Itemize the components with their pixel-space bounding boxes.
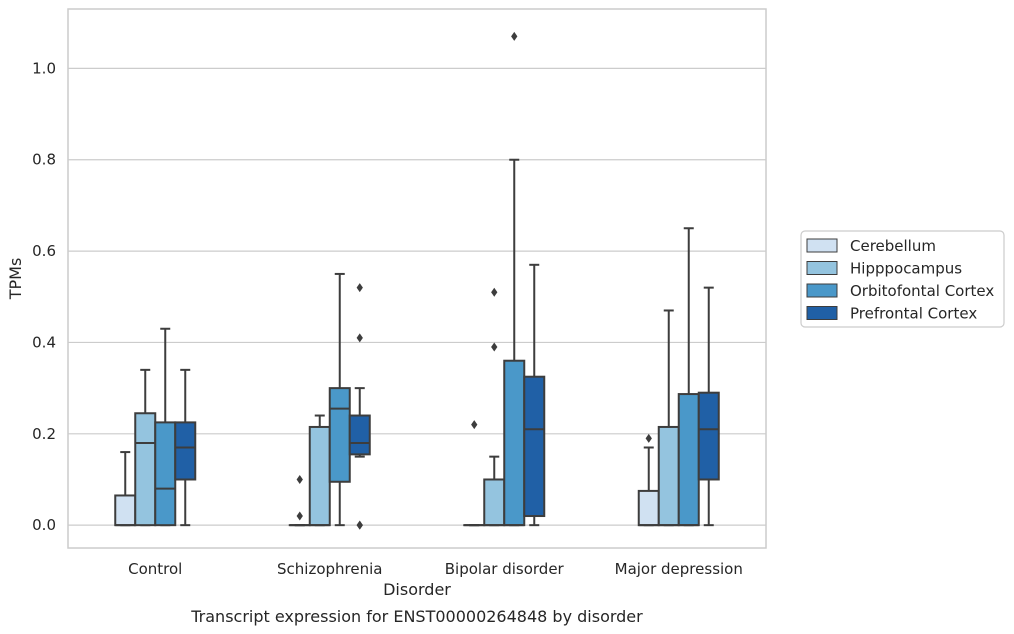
box-plot-box xyxy=(657,309,680,527)
box-plot-box xyxy=(348,283,371,530)
legend-swatch xyxy=(806,306,838,320)
box-body xyxy=(503,359,526,527)
box-body xyxy=(483,478,506,527)
y-tick-label: 0.2 xyxy=(32,425,56,443)
box-plot-box xyxy=(174,368,197,527)
legend-swatch xyxy=(806,238,838,253)
box-plot-box xyxy=(697,286,720,527)
outlier-marker xyxy=(491,342,498,352)
outlier-marker xyxy=(645,433,652,443)
legend-label: Cerebellum xyxy=(850,237,936,255)
box-plot-box xyxy=(328,272,351,527)
box-plot-box xyxy=(114,451,137,527)
legend-frame xyxy=(800,230,1005,328)
x-tick-label: Major depression xyxy=(615,560,743,578)
box-plot-box xyxy=(637,433,660,527)
y-tick-label: 1.0 xyxy=(32,59,56,77)
box-body xyxy=(114,494,137,527)
box-body xyxy=(523,375,546,518)
box-body xyxy=(174,421,197,481)
y-tick-label: 0.0 xyxy=(32,516,56,534)
outlier-marker xyxy=(296,511,303,521)
x-axis-title: Disorder xyxy=(383,580,451,599)
box-body xyxy=(328,387,351,483)
box-body xyxy=(677,393,700,527)
legend-label: Hipppocampus xyxy=(850,260,962,278)
box-body xyxy=(134,412,157,527)
legend-swatch xyxy=(806,261,838,275)
y-axis-title: TPMs xyxy=(6,258,25,301)
legend-label: Orbitofontal Cortex xyxy=(850,282,994,300)
box-plot-box xyxy=(308,414,331,527)
y-tick-label: 0.6 xyxy=(32,242,56,260)
box-body xyxy=(348,414,371,456)
box-plot-box xyxy=(463,420,486,527)
box-plot-box xyxy=(288,474,311,527)
outlier-marker xyxy=(356,283,363,293)
box-plot-box xyxy=(503,31,526,527)
outlier-marker xyxy=(491,287,498,297)
y-tick-label: 0.8 xyxy=(32,151,56,169)
box-plot-box xyxy=(134,368,157,527)
box-body xyxy=(697,391,720,481)
legend-label: Prefrontal Cortex xyxy=(850,305,977,323)
y-axis-ticks: 0.0 0.2 0.4 0.6 0.8 1.0 xyxy=(32,59,56,534)
box-plot-box xyxy=(154,327,177,527)
outlier-marker xyxy=(356,520,363,530)
legend: Cerebellum Hipppocampus Orbitofontal Corte… xyxy=(800,230,1005,328)
plot-area-frame xyxy=(67,8,767,549)
x-axis-ticks: Control Schizophrenia Bipolar disorder Majo… xyxy=(128,560,743,578)
outlier-marker xyxy=(511,31,518,41)
chart-caption: Transcript expression for ENST0000026484… xyxy=(190,607,643,626)
outlier-marker xyxy=(356,333,363,343)
box-plot-box xyxy=(677,227,700,527)
x-tick-label: Control xyxy=(128,560,182,578)
box-plot-series xyxy=(114,31,720,530)
y-tick-label: 0.4 xyxy=(32,333,56,351)
box-body xyxy=(154,421,177,527)
box-body xyxy=(637,489,660,527)
box-body xyxy=(657,425,680,527)
legend-swatch xyxy=(806,283,838,298)
outlier-marker xyxy=(296,474,303,484)
box-plot-box xyxy=(523,263,546,527)
x-tick-label: Schizophrenia xyxy=(277,560,382,578)
box-body xyxy=(308,425,331,527)
outlier-marker xyxy=(471,420,478,430)
box-plot-box xyxy=(483,287,506,527)
x-tick-label: Bipolar disorder xyxy=(445,560,565,578)
